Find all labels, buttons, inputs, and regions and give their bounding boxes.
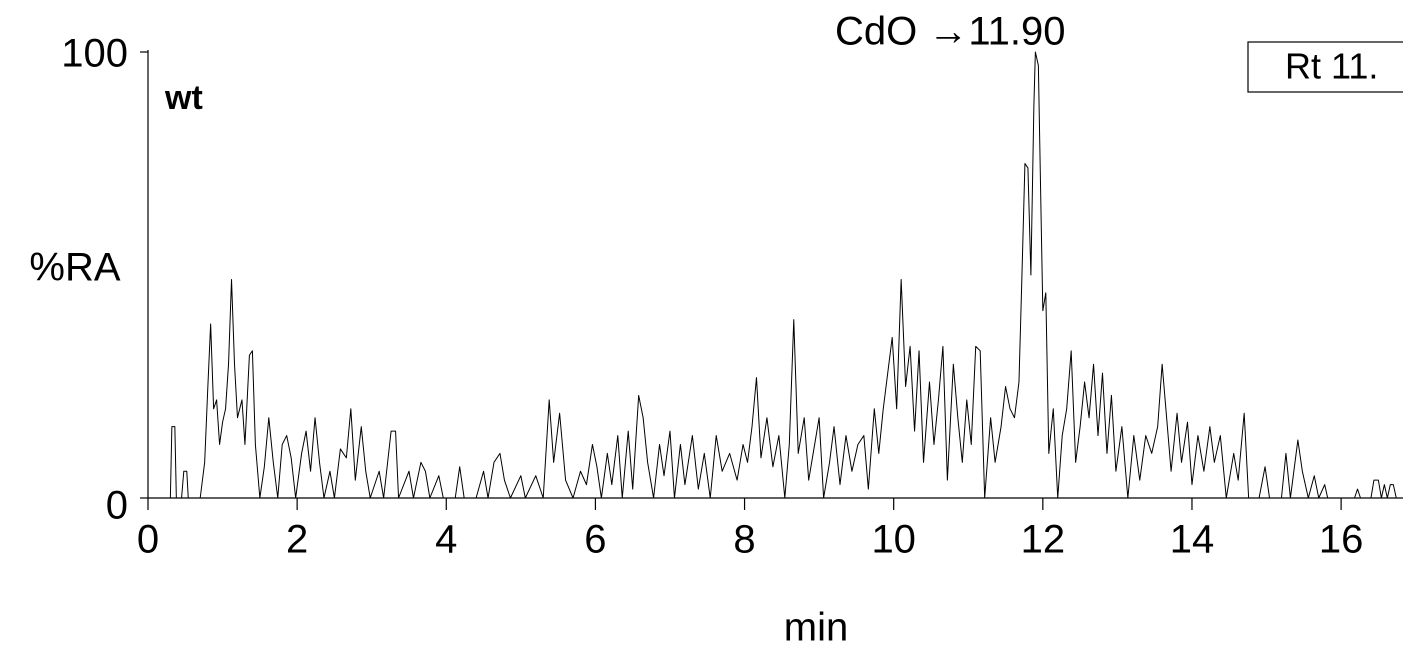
x-tick-label: 0 <box>137 518 159 562</box>
peak-annotation: CdO →11.90 <box>835 10 1066 54</box>
x-tick-label: 2 <box>286 518 308 562</box>
y-tick-label: 100 <box>61 32 128 76</box>
x-tick-label: 12 <box>1021 518 1066 562</box>
x-tick-label: 6 <box>584 518 606 562</box>
x-tick-label: 8 <box>733 518 755 562</box>
retention-box <box>1247 41 1403 93</box>
y-tick-label: 0 <box>106 484 128 528</box>
x-tick-label: 10 <box>871 518 916 562</box>
retention-label: Rt 11. <box>1285 46 1378 87</box>
x-tick-label: 16 <box>1319 518 1364 562</box>
x-tick-label: 4 <box>435 518 457 562</box>
y-axis-label: %RA <box>29 246 120 290</box>
sample-label: wt <box>164 79 203 117</box>
trace <box>148 51 1403 499</box>
x-tick-label: 14 <box>1170 518 1215 562</box>
x-axis-label: min <box>784 606 848 650</box>
